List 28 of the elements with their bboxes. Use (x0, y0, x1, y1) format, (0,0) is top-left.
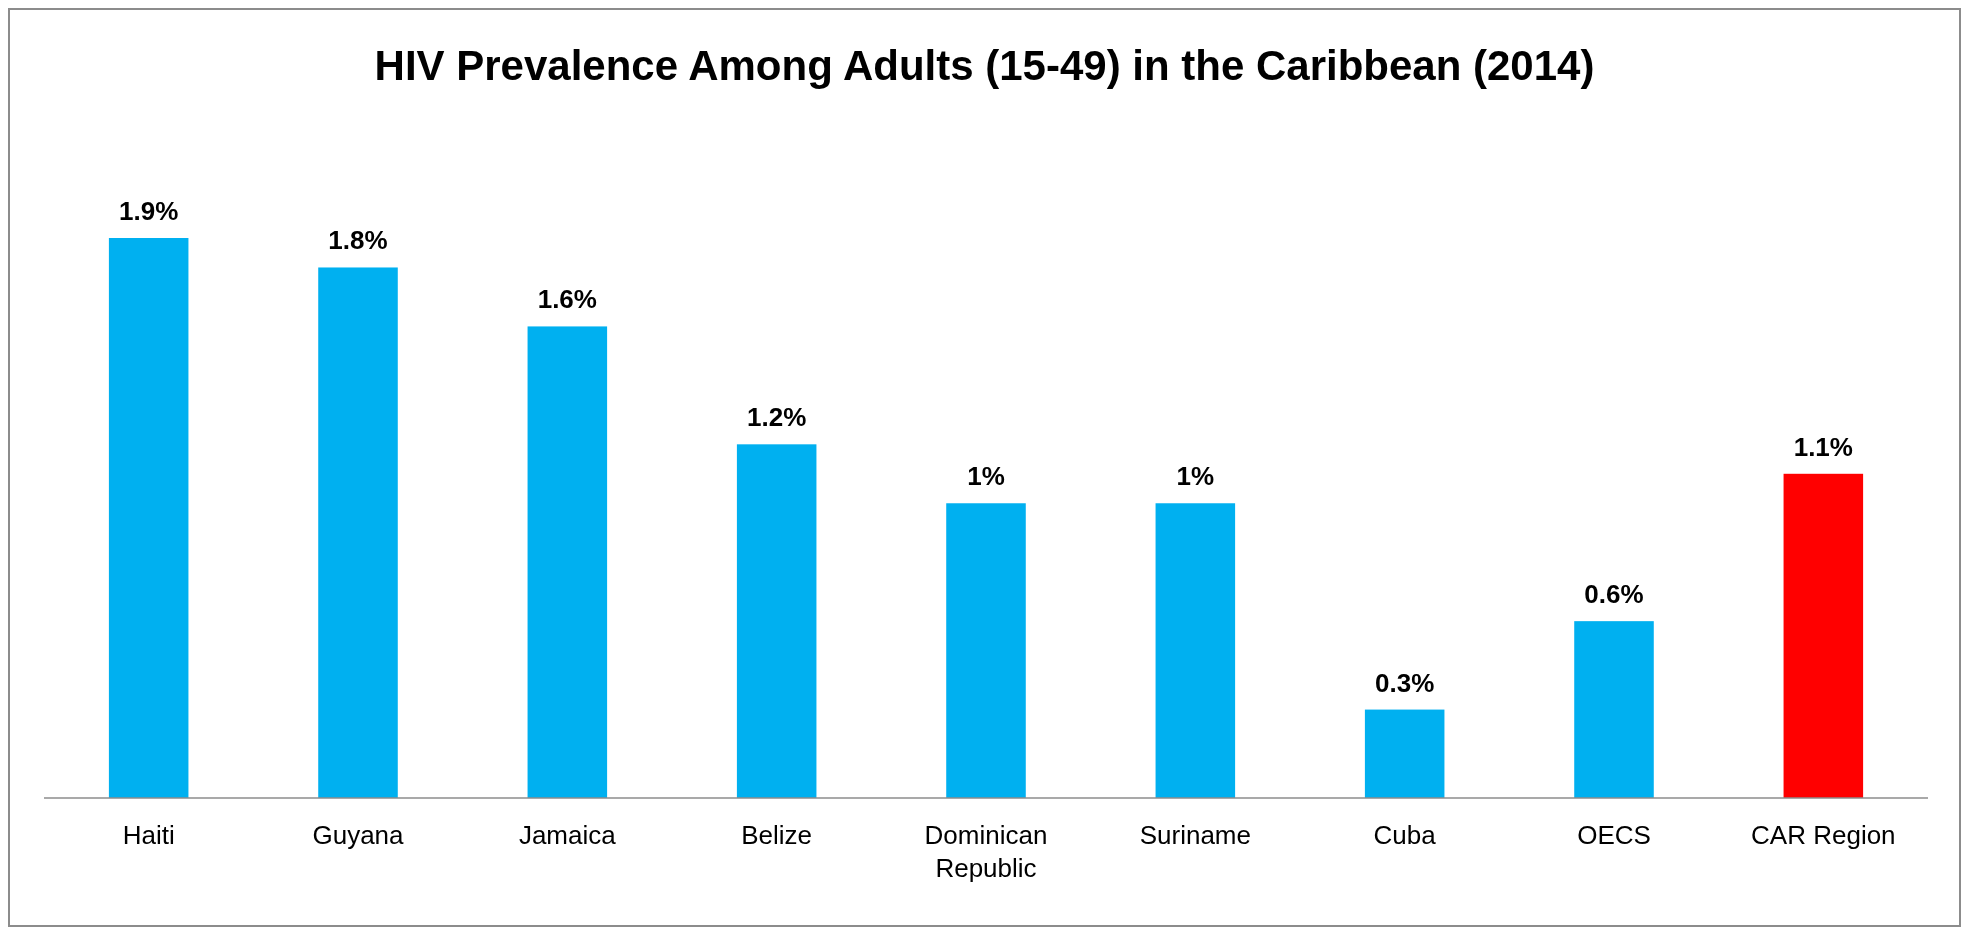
data-label: 1.8% (328, 225, 388, 256)
data-label: 1.1% (1793, 431, 1853, 462)
data-label: 0.3% (1375, 667, 1435, 698)
x-tick-label: Belize (741, 820, 813, 850)
bar (1364, 709, 1445, 798)
x-tick-label: Cuba (1373, 820, 1437, 850)
bar (108, 238, 189, 798)
x-tick-label: Haiti (122, 820, 175, 850)
data-label: 0.6% (1584, 579, 1644, 610)
x-tick-label: Jamaica (518, 820, 617, 850)
bar (1783, 473, 1864, 798)
data-label: 1.2% (747, 402, 807, 433)
data-label: 1.6% (537, 284, 597, 315)
bar (736, 444, 817, 798)
x-tick-label: Suriname (1139, 820, 1251, 850)
x-tick-label: Guyana (312, 820, 405, 850)
bar (527, 326, 608, 798)
x-tick-label: OECS (1577, 820, 1651, 850)
data-label: 1% (1176, 461, 1215, 492)
bar (946, 503, 1026, 798)
chart-title: HIV Prevalence Among Adults (15-49) in the Caribbean (2014) (374, 42, 1595, 89)
x-tick-label: CAR Region (1751, 820, 1896, 850)
data-label: 1% (967, 461, 1005, 492)
x-tick-label: Dominican Republic (924, 820, 1048, 883)
data-label: 1.9% (119, 196, 179, 226)
bar (1155, 503, 1236, 798)
bar (1574, 621, 1654, 798)
bar (318, 267, 398, 798)
